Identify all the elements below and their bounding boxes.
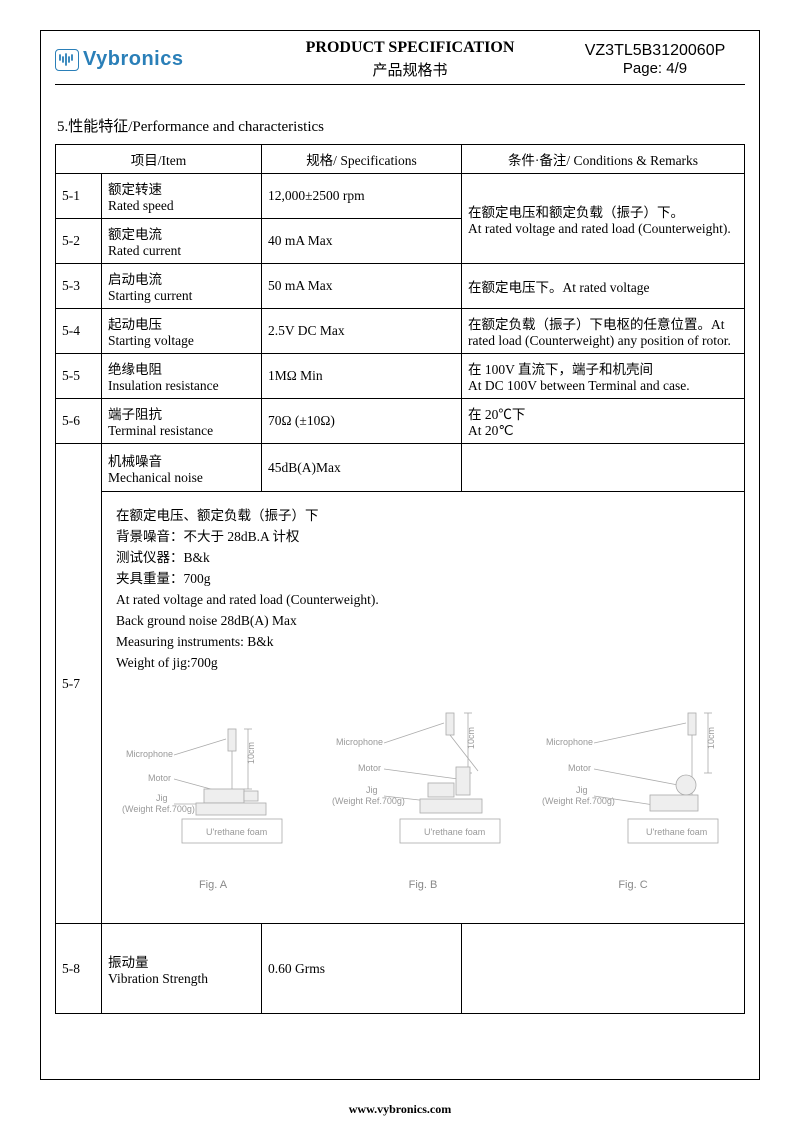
row-num: 5-2 (56, 219, 102, 264)
svg-text:Jig: Jig (366, 785, 378, 795)
row-cond (462, 924, 745, 1014)
part-number: VZ3TL5B3120060P (565, 42, 745, 60)
noise-diagrams: 10cm Microphone Motor Jig (Weight Ref.70… (108, 709, 738, 891)
row-num: 5-8 (56, 924, 102, 1014)
table-row: 5-4 起动电压 Starting voltage 2.5V DC Max 在额… (56, 309, 745, 354)
col-item: 项目/Item (56, 145, 262, 174)
svg-text:U'rethane foam: U'rethane foam (424, 827, 485, 837)
row-spec: 45dB(A)Max (262, 444, 462, 492)
svg-text:U'rethane foam: U'rethane foam (206, 827, 267, 837)
logo: Vybronics (55, 48, 255, 71)
table-row: 5-5 绝缘电阻 Insulation resistance 1MΩ Min 在… (56, 354, 745, 399)
svg-text:Microphone: Microphone (546, 737, 593, 747)
title-block: PRODUCT SPECIFICATION 产品规格书 (255, 39, 565, 80)
row-num: 5-5 (56, 354, 102, 399)
fig-label: Fig. B (323, 879, 523, 891)
row-num: 5-4 (56, 309, 102, 354)
title-cn: 产品规格书 (255, 59, 565, 80)
row-spec: 70Ω (±10Ω) (262, 399, 462, 444)
row-item: 机械噪音 Mechanical noise (102, 444, 262, 492)
fig-label: Fig. A (113, 879, 313, 891)
row-spec: 0.60 Grms (262, 924, 462, 1014)
row-cond: 在额定电压下。At rated voltage (462, 264, 745, 309)
row-spec: 12,000±2500 rpm (262, 174, 462, 219)
table-row: 5-1 额定转速 Rated speed 12,000±2500 rpm 在额定… (56, 174, 745, 219)
page-number: Page: 4/9 (565, 60, 745, 77)
col-cond: 条件·备注/ Conditions & Remarks (462, 145, 745, 174)
noise-test-block: 在额定电压、额定负载（振子）下 背景噪音：不大于 28dB.A 计权 测试仪器：… (102, 492, 745, 924)
diagram-fig-a: 10cm Microphone Motor Jig (Weight Ref.70… (113, 709, 313, 891)
header: Vybronics PRODUCT SPECIFICATION 产品规格书 VZ… (55, 39, 745, 85)
row-cond (462, 444, 745, 492)
row-item: 起动电压 Starting voltage (102, 309, 262, 354)
table-row: 在额定电压、额定负载（振子）下 背景噪音：不大于 28dB.A 计权 测试仪器：… (56, 492, 745, 924)
row-cond: 在额定电压和额定负载（振子）下。 At rated voltage and ra… (462, 174, 745, 264)
section-title: 5.性能特征/Performance and characteristics (57, 115, 745, 136)
row-spec: 50 mA Max (262, 264, 462, 309)
table-row: 5-3 启动电流 Starting current 50 mA Max 在额定电… (56, 264, 745, 309)
svg-text:10cm: 10cm (706, 727, 716, 749)
diagram-fig-c: 10cm Microphone Motor Jig (Weight Ref.70… (533, 709, 733, 891)
title-en: PRODUCT SPECIFICATION (255, 39, 565, 57)
svg-text:Microphone: Microphone (126, 749, 173, 759)
row-item: 端子阻抗 Terminal resistance (102, 399, 262, 444)
row-spec: 2.5V DC Max (262, 309, 462, 354)
svg-text:U'rethane foam: U'rethane foam (646, 827, 707, 837)
svg-text:Jig: Jig (576, 785, 588, 795)
table-row: 5-6 端子阻抗 Terminal resistance 70Ω (±10Ω) … (56, 399, 745, 444)
svg-text:Motor: Motor (568, 763, 591, 773)
row-cond: 在额定负载（振子）下电枢的任意位置。At rated load (Counter… (462, 309, 745, 354)
table-row: 5-8 振动量 Vibration Strength 0.60 Grms (56, 924, 745, 1014)
row-cond: 在 20℃下 At 20℃ (462, 399, 745, 444)
row-item: 绝缘电阻 Insulation resistance (102, 354, 262, 399)
svg-text:10cm: 10cm (466, 727, 476, 749)
logo-icon (55, 49, 79, 71)
diagram-fig-b: 10cm Microphone Motor Jig (Weight Ref.70… (323, 709, 523, 891)
row-item: 额定转速 Rated speed (102, 174, 262, 219)
row-item: 启动电流 Starting current (102, 264, 262, 309)
row-item: 额定电流 Rated current (102, 219, 262, 264)
row-spec: 40 mA Max (262, 219, 462, 264)
table-header-row: 项目/Item 规格/ Specifications 条件·备注/ Condit… (56, 145, 745, 174)
row-num: 5-1 (56, 174, 102, 219)
svg-text:Microphone: Microphone (336, 737, 383, 747)
row-num: 5-3 (56, 264, 102, 309)
svg-text:10cm: 10cm (246, 742, 256, 764)
fig-label: Fig. C (533, 879, 733, 891)
row-num: 5-7 (56, 444, 102, 924)
svg-text:Jig: Jig (156, 793, 168, 803)
row-item: 振动量 Vibration Strength (102, 924, 262, 1014)
svg-text:Motor: Motor (148, 773, 171, 783)
row-cond: 在 100V 直流下，端子和机壳间 At DC 100V between Ter… (462, 354, 745, 399)
svg-text:Motor: Motor (358, 763, 381, 773)
table-row: 5-7 机械噪音 Mechanical noise 45dB(A)Max (56, 444, 745, 492)
svg-text:(Weight Ref.700g): (Weight Ref.700g) (122, 804, 195, 814)
col-spec: 规格/ Specifications (262, 145, 462, 174)
footer-url: www.vybronics.com (0, 1102, 800, 1117)
row-spec: 1MΩ Min (262, 354, 462, 399)
logo-text: Vybronics (83, 48, 183, 71)
row-num: 5-6 (56, 399, 102, 444)
header-right: VZ3TL5B3120060P Page: 4/9 (565, 42, 745, 77)
spec-table: 项目/Item 规格/ Specifications 条件·备注/ Condit… (55, 144, 745, 1014)
